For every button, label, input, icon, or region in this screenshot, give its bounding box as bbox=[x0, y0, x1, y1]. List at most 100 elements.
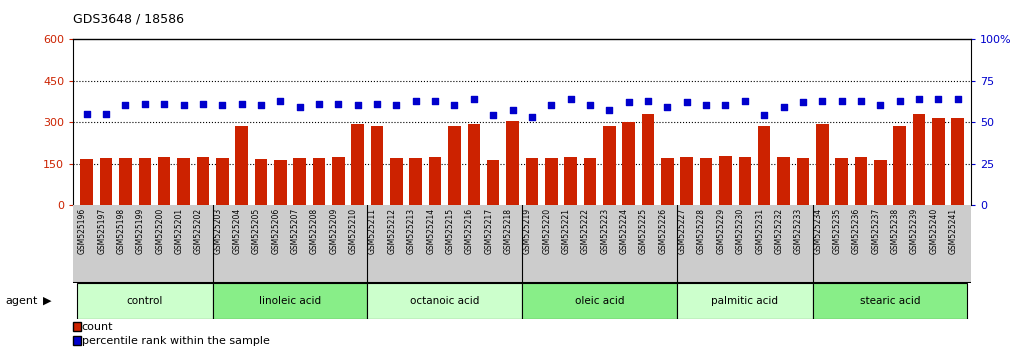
Point bbox=[698, 103, 714, 108]
Point bbox=[640, 98, 656, 103]
Bar bbox=[622, 122, 635, 205]
Text: GSM525201: GSM525201 bbox=[175, 208, 183, 254]
Text: GSM525204: GSM525204 bbox=[233, 208, 242, 254]
Text: GSM525211: GSM525211 bbox=[368, 208, 377, 254]
Point bbox=[485, 113, 501, 118]
Point bbox=[775, 104, 791, 110]
Point bbox=[78, 111, 95, 116]
Text: control: control bbox=[127, 296, 163, 306]
Bar bbox=[506, 121, 519, 205]
Bar bbox=[119, 158, 132, 205]
Bar bbox=[932, 118, 945, 205]
Bar bbox=[80, 159, 94, 205]
Point bbox=[911, 96, 928, 102]
Text: GDS3648 / 18586: GDS3648 / 18586 bbox=[73, 12, 184, 25]
Bar bbox=[391, 158, 403, 205]
Bar bbox=[584, 158, 596, 205]
Bar bbox=[352, 124, 364, 205]
Bar bbox=[642, 114, 654, 205]
Bar bbox=[213, 283, 367, 319]
Text: GSM525217: GSM525217 bbox=[484, 208, 493, 254]
Bar bbox=[813, 283, 967, 319]
Point bbox=[156, 101, 172, 107]
Text: ▶: ▶ bbox=[43, 296, 51, 306]
Text: GSM525239: GSM525239 bbox=[910, 208, 919, 254]
Point bbox=[215, 103, 231, 108]
Text: GSM525231: GSM525231 bbox=[756, 208, 764, 254]
Point bbox=[234, 101, 250, 107]
Bar bbox=[719, 156, 732, 205]
Text: GSM525237: GSM525237 bbox=[872, 208, 881, 254]
Text: GSM525205: GSM525205 bbox=[252, 208, 261, 254]
Bar bbox=[951, 118, 964, 205]
Text: GSM525219: GSM525219 bbox=[523, 208, 532, 254]
Point bbox=[408, 98, 424, 103]
Bar bbox=[196, 157, 210, 205]
Bar bbox=[448, 126, 461, 205]
Point bbox=[311, 101, 327, 107]
Bar bbox=[893, 126, 906, 205]
Text: GSM525215: GSM525215 bbox=[445, 208, 455, 254]
Point bbox=[292, 104, 308, 110]
Bar bbox=[216, 158, 229, 205]
Bar bbox=[680, 157, 693, 205]
Text: GSM525222: GSM525222 bbox=[581, 208, 590, 254]
Point bbox=[853, 98, 870, 103]
Text: GSM525226: GSM525226 bbox=[658, 208, 667, 254]
Text: linoleic acid: linoleic acid bbox=[259, 296, 321, 306]
Bar bbox=[816, 124, 829, 205]
Point bbox=[446, 103, 463, 108]
Point bbox=[736, 98, 753, 103]
Bar bbox=[677, 283, 813, 319]
Text: agent: agent bbox=[5, 296, 38, 306]
Bar bbox=[77, 283, 213, 319]
Point bbox=[950, 96, 966, 102]
Point bbox=[98, 111, 114, 116]
Text: GSM525210: GSM525210 bbox=[349, 208, 358, 254]
Bar bbox=[523, 283, 677, 319]
Bar bbox=[796, 158, 810, 205]
Point bbox=[892, 98, 908, 103]
Bar bbox=[758, 126, 771, 205]
Text: GSM525203: GSM525203 bbox=[214, 208, 223, 254]
Text: GSM525230: GSM525230 bbox=[735, 208, 744, 254]
Text: stearic acid: stearic acid bbox=[859, 296, 920, 306]
Point bbox=[717, 103, 733, 108]
Bar bbox=[429, 157, 441, 205]
Bar bbox=[854, 157, 868, 205]
Bar bbox=[293, 158, 306, 205]
Bar bbox=[177, 158, 190, 205]
Bar bbox=[274, 160, 287, 205]
Text: octanoic acid: octanoic acid bbox=[410, 296, 479, 306]
Text: GSM525233: GSM525233 bbox=[794, 208, 802, 254]
Bar bbox=[564, 157, 577, 205]
Bar bbox=[912, 114, 925, 205]
Text: GSM525207: GSM525207 bbox=[291, 208, 300, 254]
Bar bbox=[777, 157, 790, 205]
Text: GSM525224: GSM525224 bbox=[619, 208, 629, 254]
Text: GSM525241: GSM525241 bbox=[949, 208, 958, 254]
Point bbox=[388, 103, 405, 108]
Text: GSM525202: GSM525202 bbox=[194, 208, 203, 254]
Text: GSM525221: GSM525221 bbox=[561, 208, 571, 254]
Text: GSM525197: GSM525197 bbox=[98, 208, 106, 254]
Bar bbox=[526, 158, 538, 205]
Text: percentile rank within the sample: percentile rank within the sample bbox=[81, 336, 270, 346]
Text: GSM525199: GSM525199 bbox=[136, 208, 144, 254]
Point bbox=[620, 99, 637, 105]
Point bbox=[794, 99, 811, 105]
Point bbox=[659, 104, 675, 110]
Bar bbox=[835, 158, 848, 205]
Bar bbox=[367, 283, 523, 319]
Point bbox=[136, 101, 153, 107]
Point bbox=[814, 98, 830, 103]
Text: GSM525196: GSM525196 bbox=[77, 208, 86, 254]
Point bbox=[504, 108, 521, 113]
Text: GSM525223: GSM525223 bbox=[600, 208, 609, 254]
Text: GSM525206: GSM525206 bbox=[272, 208, 281, 254]
Point bbox=[195, 101, 212, 107]
Point bbox=[562, 96, 579, 102]
Text: GSM525213: GSM525213 bbox=[407, 208, 416, 254]
Point bbox=[331, 101, 347, 107]
Point bbox=[253, 103, 270, 108]
